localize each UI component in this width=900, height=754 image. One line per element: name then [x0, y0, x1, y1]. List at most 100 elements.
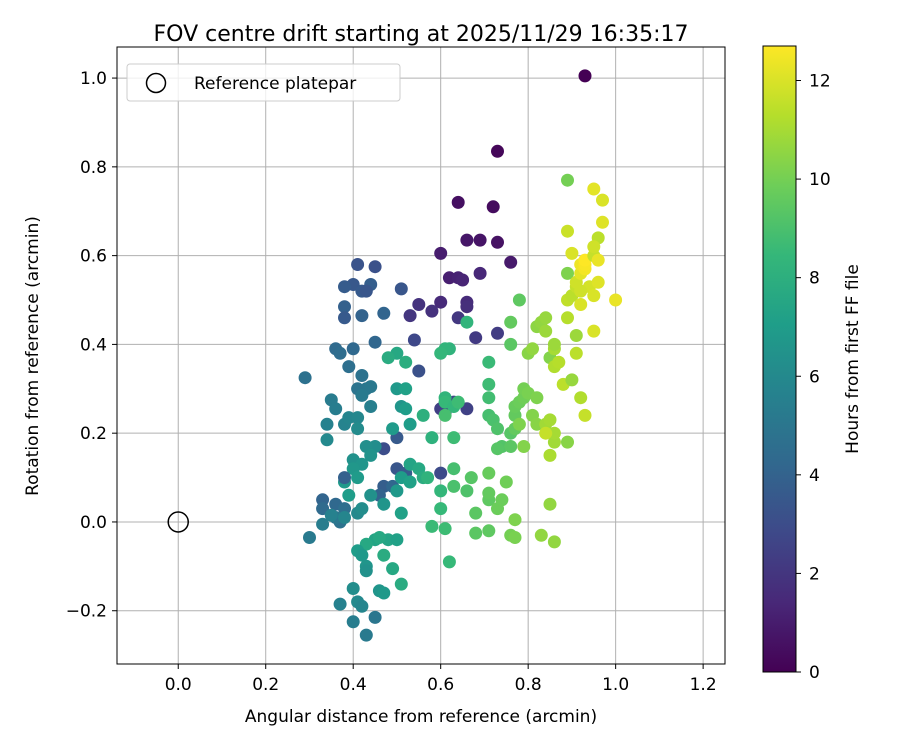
data-point — [491, 235, 504, 249]
data-point — [543, 497, 557, 511]
data-point — [561, 266, 574, 280]
data-point — [456, 273, 470, 287]
data-point — [346, 342, 360, 356]
data-points — [298, 69, 623, 642]
data-point — [434, 346, 448, 360]
data-point — [561, 173, 574, 187]
data-point — [609, 293, 623, 307]
plot-frame — [116, 46, 726, 665]
data-point — [561, 224, 574, 238]
data-point — [530, 391, 544, 405]
data-point — [469, 331, 483, 345]
data-point — [508, 531, 522, 544]
data-point — [403, 475, 417, 489]
data-point — [460, 300, 474, 314]
legend: Reference platepar — [126, 63, 401, 102]
data-point — [517, 440, 531, 453]
data-point — [359, 628, 373, 642]
data-point — [386, 422, 400, 436]
data-point — [403, 417, 417, 431]
data-point — [491, 144, 504, 158]
data-point — [460, 315, 474, 329]
x-tick-label: 1.0 — [602, 675, 629, 695]
data-point — [587, 324, 601, 338]
data-point — [552, 355, 566, 369]
colorbar-tick-label: 2 — [809, 564, 820, 584]
y-axis-ticks: −0.2 0.0 0.2 0.4 0.6 0.8 1.0 — [66, 69, 117, 622]
data-point — [561, 435, 574, 449]
colorbar: 0 2 4 6 8 10 12 Hours from first FF file — [762, 45, 863, 683]
data-point — [364, 400, 378, 413]
data-point — [482, 524, 496, 538]
data-point — [482, 391, 496, 405]
data-point — [447, 462, 461, 476]
y-tick-label: 0.8 — [80, 158, 107, 178]
data-point — [539, 311, 553, 325]
reference-platepar-marker — [167, 511, 189, 533]
data-point — [351, 258, 365, 271]
data-point — [434, 484, 448, 498]
y-axis-label: Rotation from reference (arcmin) — [23, 216, 43, 496]
data-point — [359, 564, 373, 578]
data-point — [355, 369, 369, 382]
x-tick-label: 0.2 — [252, 675, 279, 695]
data-point — [561, 311, 574, 325]
data-point — [547, 337, 561, 351]
data-point — [504, 337, 518, 351]
colorbar-tick-label: 12 — [809, 72, 831, 92]
chart-title: FOV centre drift starting at 2025/11/29 … — [154, 22, 689, 47]
data-point — [386, 562, 400, 576]
colorbar-label: Hours from first FF file — [843, 264, 863, 454]
data-point — [591, 253, 605, 267]
data-point — [324, 508, 338, 522]
data-point — [574, 391, 588, 405]
data-point — [482, 377, 496, 391]
data-point — [320, 433, 334, 447]
data-point — [399, 382, 413, 396]
data-point — [394, 282, 408, 296]
data-point — [351, 411, 365, 425]
data-point — [451, 395, 465, 409]
data-point — [539, 324, 553, 338]
y-tick-label: 0.4 — [80, 335, 107, 355]
data-point — [464, 471, 478, 485]
data-point — [416, 408, 430, 422]
data-point — [329, 402, 343, 416]
data-point — [482, 466, 496, 480]
x-axis-label: Angular distance from reference (arcmin) — [245, 707, 597, 727]
data-point — [543, 448, 557, 462]
data-point — [591, 275, 605, 289]
data-point — [399, 402, 413, 416]
data-point — [303, 531, 316, 544]
data-point — [338, 300, 351, 314]
data-point — [316, 517, 330, 531]
data-point — [434, 246, 448, 260]
data-point — [569, 346, 583, 360]
data-point — [346, 615, 360, 629]
data-point — [364, 448, 378, 462]
data-point — [565, 373, 579, 387]
data-point — [574, 284, 588, 298]
data-point — [377, 548, 391, 562]
data-point — [504, 255, 518, 269]
data-point — [338, 471, 351, 485]
legend-marker — [145, 72, 167, 94]
data-point — [394, 506, 408, 520]
data-point — [473, 266, 487, 280]
data-point — [368, 610, 382, 624]
data-point — [412, 298, 426, 311]
data-point — [447, 431, 461, 445]
data-point — [491, 442, 504, 456]
data-point — [403, 309, 417, 323]
data-point — [596, 215, 609, 229]
x-tick-label: 1.2 — [690, 675, 717, 695]
data-point — [359, 284, 373, 298]
data-point — [338, 311, 351, 325]
legend-box — [126, 63, 401, 102]
data-point — [355, 502, 369, 516]
data-point — [333, 346, 347, 360]
data-point — [539, 426, 553, 440]
colorbar-gradient — [762, 45, 797, 673]
colorbar-ticks: 0 2 4 6 8 10 12 — [796, 72, 831, 683]
